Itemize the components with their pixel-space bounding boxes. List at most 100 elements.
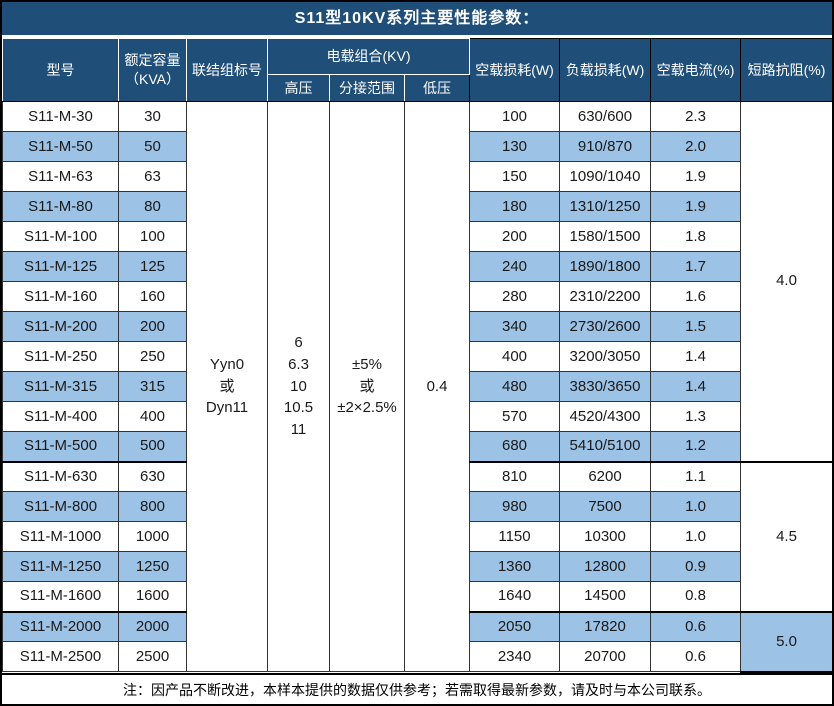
cell-no-load-current: 1.5 <box>650 311 741 342</box>
col-header-capacity: 额定容量 （KVA） <box>118 38 187 102</box>
table-row: S11-M-250 250 400 3200/3050 1.4 <box>2 341 833 372</box>
cell-model: S11-M-2500 <box>2 641 119 672</box>
cell-no-load-current: 0.6 <box>650 641 741 672</box>
table-body: S11-M-30 30 Yyn0 或 Dyn11 6 6.3 10 10.5 11 ±5… <box>2 101 833 673</box>
cell-tap-range: ±5% 或 ±2×2.5% <box>329 101 405 672</box>
col-header-hv: 高压 <box>267 74 330 102</box>
cell-model: S11-M-400 <box>2 401 119 432</box>
cell-load-loss: 2310/2200 <box>559 281 651 312</box>
cell-model: S11-M-160 <box>2 281 119 312</box>
cell-hv: 6 6.3 10 10.5 11 <box>267 101 330 672</box>
table-row: S11-M-2000 2000 2050 17820 0.6 5.0 <box>2 611 832 673</box>
cell-no-load-current: 1.7 <box>650 251 741 282</box>
cell-load-loss: 630/600 <box>559 101 651 132</box>
table-row: S11-M-125 125 240 1890/1800 1.7 <box>2 251 833 282</box>
cell-no-load-loss: 1150 <box>469 521 560 552</box>
cell-capacity: 250 <box>118 341 187 372</box>
cell-load-loss: 14500 <box>559 581 651 613</box>
cell-model: S11-M-200 <box>2 311 119 342</box>
cell-no-load-current: 0.9 <box>650 551 741 582</box>
cell-load-loss: 1580/1500 <box>559 221 651 252</box>
cell-vector-group: Yyn0 或 Dyn11 <box>186 101 268 672</box>
cell-no-load-current: 1.3 <box>650 401 741 432</box>
cell-no-load-loss: 100 <box>469 101 560 132</box>
table-row: S11-M-1000 1000 1150 10300 1.0 <box>2 521 833 552</box>
table-row: S11-M-2500 2500 2340 20700 0.6 <box>2 641 833 672</box>
col-header-voltage-combo: 电载组合(KV) <box>267 38 470 75</box>
table-row: S11-M-80 80 180 1310/1250 1.9 <box>2 191 833 222</box>
cell-no-load-loss: 680 <box>469 431 560 463</box>
cell-no-load-loss: 130 <box>469 131 560 162</box>
cell-capacity: 2500 <box>118 641 187 672</box>
cell-load-loss: 10300 <box>559 521 651 552</box>
cell-capacity: 1250 <box>118 551 187 582</box>
col-header-vector-group: 联结组标号 <box>186 38 268 102</box>
col-header-no-load-loss: 空载损耗(W) <box>469 38 560 102</box>
cell-no-load-current: 1.8 <box>650 221 741 252</box>
table-row: S11-M-100 100 200 1580/1500 1.8 <box>2 221 833 252</box>
cell-no-load-loss: 570 <box>469 401 560 432</box>
cell-no-load-current: 2.3 <box>650 101 741 132</box>
cell-load-loss: 3830/3650 <box>559 371 651 402</box>
cell-no-load-current: 1.2 <box>650 431 741 463</box>
cell-load-loss: 17820 <box>559 611 651 642</box>
cell-load-loss: 1090/1040 <box>559 161 651 192</box>
cell-no-load-current: 0.6 <box>650 611 741 642</box>
col-header-impedance: 短路抗阻(%) <box>740 38 832 102</box>
cell-capacity: 125 <box>118 251 187 282</box>
table-row: S11-M-400 400 570 4520/4300 1.3 <box>2 401 833 432</box>
page-title: S11型10KV系列主要性能参数： <box>2 2 832 38</box>
cell-capacity: 800 <box>118 491 187 522</box>
cell-no-load-current: 1.4 <box>650 371 741 402</box>
cell-model: S11-M-100 <box>2 221 119 252</box>
cell-no-load-current: 1.9 <box>650 191 741 222</box>
cell-load-loss: 3200/3050 <box>559 341 651 372</box>
cell-lv: 0.4 <box>404 101 470 672</box>
table-row: S11-M-160 160 280 2310/2200 1.6 <box>2 281 833 312</box>
footnote: 注：因产品不断改进，本样本提供的数据仅供参考；若需取得最新参数，请及时与本公司联… <box>2 672 832 704</box>
cell-no-load-current: 2.0 <box>650 131 741 162</box>
table-row: S11-M-30 30 Yyn0 或 Dyn11 6 6.3 10 10.5 11 ±5… <box>2 101 832 672</box>
table-row: S11-M-63 63 150 1090/1040 1.9 <box>2 161 833 192</box>
cell-capacity: 1000 <box>118 521 187 552</box>
cell-no-load-loss: 1640 <box>469 581 560 613</box>
cell-no-load-loss: 480 <box>469 371 560 402</box>
table-row: S11-M-50 50 130 910/870 2.0 <box>2 131 833 162</box>
cell-no-load-loss: 400 <box>469 341 560 372</box>
cell-capacity: 315 <box>118 371 187 402</box>
col-header-lv: 低压 <box>404 74 470 102</box>
cell-model: S11-M-2000 <box>2 611 119 642</box>
cell-model: S11-M-80 <box>2 191 119 222</box>
table-row: S11-M-800 800 980 7500 1.0 <box>2 491 833 522</box>
cell-capacity: 200 <box>118 311 187 342</box>
cell-capacity: 30 <box>118 101 187 132</box>
cell-capacity: 160 <box>118 281 187 312</box>
cell-model: S11-M-30 <box>2 101 119 132</box>
cell-capacity: 63 <box>118 161 187 192</box>
cell-model: S11-M-800 <box>2 491 119 522</box>
cell-no-load-loss: 810 <box>469 461 560 492</box>
cell-capacity: 400 <box>118 401 187 432</box>
spec-table: 型号 额定容量 （KVA） 联结组标号 电载组合(KV) 空载损耗(W) 负载损… <box>2 38 833 673</box>
cell-no-load-loss: 240 <box>469 251 560 282</box>
cell-no-load-current: 1.6 <box>650 281 741 312</box>
cell-capacity: 80 <box>118 191 187 222</box>
cell-model: S11-M-63 <box>2 161 119 192</box>
cell-no-load-current: 1.0 <box>650 521 741 552</box>
cell-load-loss: 1310/1250 <box>559 191 651 222</box>
cell-capacity: 2000 <box>118 611 187 642</box>
cell-no-load-current: 1.1 <box>650 461 741 492</box>
table-row: S11-M-200 200 340 2730/2600 1.5 <box>2 311 833 342</box>
cell-model: S11-M-1000 <box>2 521 119 552</box>
cell-impedance: 4.0 <box>740 101 832 463</box>
table-row: S11-M-1250 1250 1360 12800 0.9 <box>2 551 833 582</box>
cell-impedance: 5.0 <box>740 611 832 673</box>
cell-model: S11-M-250 <box>2 341 119 372</box>
cell-no-load-loss: 180 <box>469 191 560 222</box>
table-row: S11-M-500 500 680 5410/5100 1.2 <box>2 431 833 463</box>
cell-no-load-loss: 2050 <box>469 611 560 642</box>
col-header-model: 型号 <box>2 38 119 102</box>
cell-no-load-current: 1.9 <box>650 161 741 192</box>
cell-load-loss: 5410/5100 <box>559 431 651 463</box>
